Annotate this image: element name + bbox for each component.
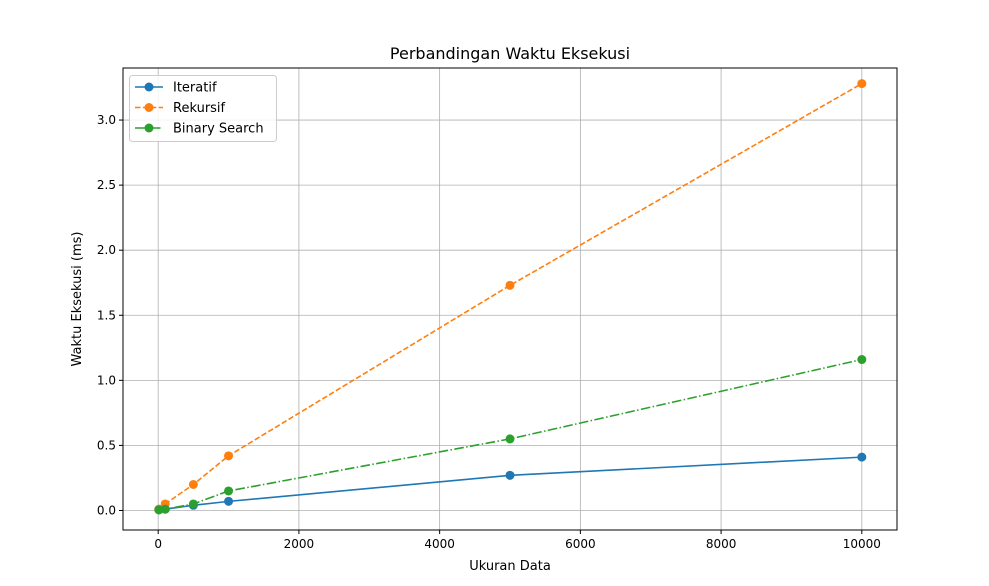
y-tick-label: 1.5: [97, 308, 116, 322]
legend: Iteratif Rekursif Binary Search: [129, 75, 277, 142]
axis-ticks: 0 2000 4000 6000 8000 10000 0.0 0.5 1.0 1.5 2.0 2.5…: [97, 113, 881, 551]
data-point-binary-search: [857, 355, 867, 365]
legend-label-iteratif: Iteratif: [173, 81, 217, 96]
y-tick-label: 2.0: [97, 243, 116, 257]
data-point-rekursif: [224, 451, 234, 461]
x-tick-label: 10000: [843, 537, 881, 551]
data-point-binary-search: [160, 504, 170, 514]
y-tick-label: 0.5: [97, 438, 116, 452]
x-axis-label: Ukuran Data: [469, 559, 551, 574]
y-tick-label: 1.0: [97, 373, 116, 387]
x-tick-label: 6000: [565, 537, 596, 551]
y-tick-label: 0.0: [97, 503, 116, 517]
data-point-binary-search: [188, 499, 198, 509]
data-point-rekursif: [857, 79, 867, 89]
legend-marker-rekursif: [144, 103, 154, 112]
y-axis-label: Waktu Eksekusi (ms): [70, 232, 85, 367]
x-tick-label: 4000: [424, 537, 455, 551]
data-point-binary-search: [505, 434, 515, 444]
legend-label-rekursif: Rekursif: [173, 101, 226, 116]
data-point-iteratif: [505, 470, 515, 480]
grid-lines: [123, 68, 897, 530]
legend-marker-iteratif: [144, 82, 154, 92]
y-tick-label: 3.0: [97, 113, 116, 127]
x-tick-label: 0: [154, 537, 162, 551]
chart-title: Perbandingan Waktu Eksekusi: [390, 44, 630, 63]
series-line-rekursif: [158, 82, 863, 510]
y-tick-label: 2.5: [97, 178, 116, 192]
data-point-iteratif: [857, 452, 867, 462]
plot-area-frame: [122, 67, 898, 531]
series-lines: [154, 79, 867, 515]
legend-label-binary-search: Binary Search: [173, 122, 264, 137]
data-point-iteratif: [224, 496, 234, 506]
x-tick-label: 8000: [706, 537, 737, 551]
data-point-rekursif: [505, 280, 515, 290]
data-point-binary-search: [224, 486, 234, 496]
legend-box: [129, 75, 277, 142]
data-point-rekursif: [188, 479, 198, 489]
x-tick-label: 2000: [284, 537, 315, 551]
legend-marker-binary-search: [144, 123, 154, 133]
